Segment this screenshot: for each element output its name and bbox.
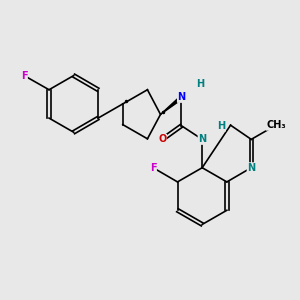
Text: F: F <box>21 70 27 81</box>
Text: N: N <box>247 163 255 173</box>
Text: H: H <box>196 79 204 89</box>
Text: O: O <box>158 134 166 144</box>
Text: H: H <box>196 79 204 89</box>
Text: H: H <box>217 121 225 131</box>
Text: H: H <box>217 121 225 131</box>
Text: CH₃: CH₃ <box>266 120 286 130</box>
Text: N: N <box>177 92 185 102</box>
Text: N: N <box>198 134 206 144</box>
Text: F: F <box>150 163 156 173</box>
Polygon shape <box>160 96 183 114</box>
